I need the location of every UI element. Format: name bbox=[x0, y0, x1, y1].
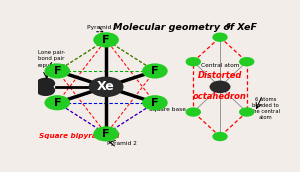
Circle shape bbox=[37, 78, 55, 88]
Text: F: F bbox=[53, 98, 61, 108]
Circle shape bbox=[213, 133, 227, 141]
Text: 6 atoms
bonded to
the central
atom: 6 atoms bonded to the central atom bbox=[251, 98, 280, 120]
Text: Molecular geometry of XeF: Molecular geometry of XeF bbox=[113, 23, 257, 32]
Circle shape bbox=[186, 58, 200, 66]
Circle shape bbox=[143, 96, 167, 110]
Circle shape bbox=[143, 64, 167, 78]
Circle shape bbox=[45, 64, 69, 78]
Text: octahedron: octahedron bbox=[193, 92, 247, 101]
Text: Distorted: Distorted bbox=[198, 71, 242, 80]
Circle shape bbox=[210, 81, 230, 92]
Circle shape bbox=[37, 85, 55, 95]
Text: Lone pair-: Lone pair- bbox=[38, 50, 65, 55]
Circle shape bbox=[45, 96, 69, 110]
Text: 6: 6 bbox=[225, 23, 230, 29]
Text: Xe: Xe bbox=[97, 80, 115, 93]
Text: Square base: Square base bbox=[149, 107, 186, 112]
Circle shape bbox=[240, 58, 254, 66]
Circle shape bbox=[186, 108, 200, 116]
Circle shape bbox=[213, 33, 227, 41]
Text: F: F bbox=[53, 66, 61, 76]
Text: bond pair: bond pair bbox=[38, 56, 64, 61]
Text: F: F bbox=[151, 66, 159, 76]
Text: F: F bbox=[102, 35, 110, 45]
Text: Central atom: Central atom bbox=[201, 63, 239, 68]
Text: Pyramid 1: Pyramid 1 bbox=[88, 25, 117, 30]
Text: repulsions: repulsions bbox=[38, 63, 66, 68]
Circle shape bbox=[94, 127, 118, 141]
Text: F: F bbox=[102, 129, 110, 139]
Text: F: F bbox=[151, 98, 159, 108]
Text: Square bipyramidal: Square bipyramidal bbox=[39, 133, 119, 139]
Circle shape bbox=[89, 77, 123, 96]
Text: Pyramid 2: Pyramid 2 bbox=[107, 141, 137, 146]
Circle shape bbox=[94, 33, 118, 47]
Circle shape bbox=[240, 108, 254, 116]
